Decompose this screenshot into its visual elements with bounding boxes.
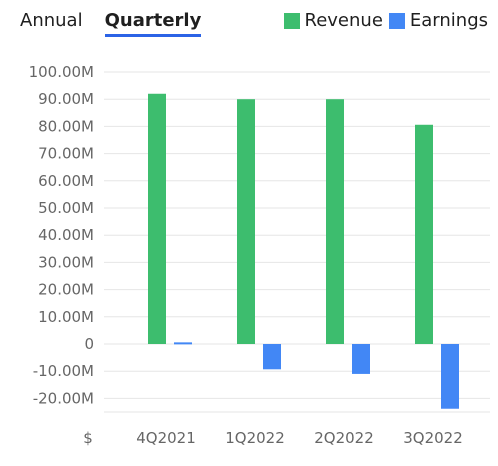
- y-tick-label: -20.00M: [33, 389, 94, 407]
- legend-label-revenue: Revenue: [304, 10, 383, 31]
- bar-earnings-2q2022: [352, 344, 370, 374]
- x-tick-label: 2Q2022: [314, 429, 374, 447]
- legend-swatch-revenue: [283, 12, 300, 29]
- legend-item-earnings[interactable]: Earnings: [388, 10, 488, 31]
- tab-annual[interactable]: Annual: [20, 10, 83, 31]
- x-tick-label: 3Q2022: [403, 429, 463, 447]
- x-tick-label: 4Q2021: [136, 429, 196, 447]
- bar-earnings-4q2021: [174, 342, 192, 345]
- y-tick-label: 20.00M: [38, 281, 94, 299]
- bar-revenue-1q2022: [237, 99, 255, 344]
- legend-label-earnings: Earnings: [409, 10, 488, 31]
- bar-revenue-2q2022: [326, 99, 344, 344]
- bar-earnings-3q2022: [441, 344, 459, 409]
- y-tick-label: 30.00M: [38, 253, 94, 271]
- period-tabs: Annual Quarterly: [20, 10, 202, 37]
- legend-swatch-earnings: [388, 12, 405, 29]
- y-tick-label: 80.00M: [38, 117, 94, 135]
- tab-quarterly[interactable]: Quarterly: [104, 10, 202, 37]
- y-tick-label: 50.00M: [38, 199, 94, 217]
- chart-legend: Revenue Earnings: [283, 10, 488, 31]
- y-tick-label: 10.00M: [38, 308, 94, 326]
- y-tick-label: 40.00M: [38, 226, 94, 244]
- bar-revenue-4q2021: [148, 93, 166, 344]
- bar-revenue-3q2022: [415, 124, 433, 344]
- y-tick-label: 70.00M: [38, 145, 94, 163]
- y-tick-label: -10.00M: [33, 362, 94, 380]
- y-tick-label: 100.00M: [29, 63, 94, 81]
- bar-earnings-1q2022: [263, 344, 281, 370]
- y-tick-label: 90.00M: [38, 90, 94, 108]
- x-tick-label: 1Q2022: [225, 429, 285, 447]
- y-unit-label: $: [83, 429, 93, 447]
- y-tick-label: 60.00M: [38, 172, 94, 190]
- legend-item-revenue[interactable]: Revenue: [283, 10, 383, 31]
- y-tick-label: 0: [84, 335, 94, 353]
